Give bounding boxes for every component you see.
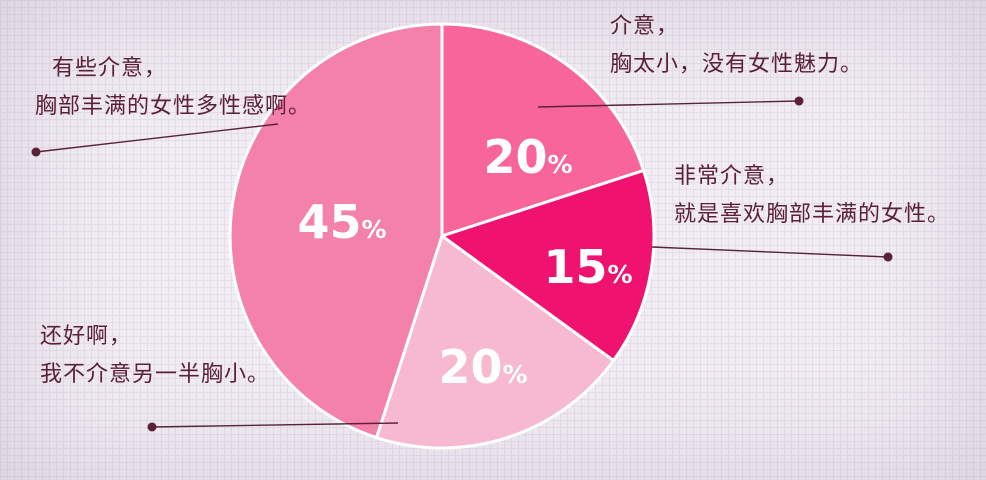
connector-dots-group bbox=[31, 96, 893, 432]
slice-unit: % bbox=[361, 215, 387, 244]
slice-unit: % bbox=[607, 260, 633, 289]
annotation-line: 非常介意， bbox=[674, 164, 790, 189]
annotation-dot bbox=[147, 422, 157, 432]
annotation-dot bbox=[883, 252, 893, 262]
annotation-line: 胸部丰满的女性多性感啊。 bbox=[35, 94, 312, 119]
slice-value-label-mind: 20% bbox=[483, 130, 572, 184]
slice-value: 20 bbox=[483, 130, 548, 184]
pie-slice bbox=[440, 169, 656, 363]
annotation-mind: 介意， 胸太小，没有女性魅力。 bbox=[610, 8, 863, 84]
annotation-line: 胸太小，没有女性魅力。 bbox=[610, 52, 864, 77]
annotation-very-mind: 非常介意， 就是喜欢胸部丰满的女性。 bbox=[674, 158, 950, 234]
annotation-dot bbox=[31, 147, 41, 157]
slice-unit: % bbox=[502, 360, 528, 389]
slice-value-label-some-mind: 45% bbox=[297, 195, 386, 249]
slice-value-label-its-ok: 20% bbox=[438, 340, 527, 394]
pie-slice bbox=[440, 22, 646, 238]
connector-line-some-mind bbox=[35, 123, 279, 153]
annotation-line: 有些介意， bbox=[52, 56, 168, 81]
slice-value: 20 bbox=[438, 340, 503, 394]
annotation-line: 介意， bbox=[610, 14, 680, 39]
slice-unit: % bbox=[547, 150, 573, 179]
annotation-line: 就是喜欢胸部丰满的女性。 bbox=[674, 202, 951, 227]
annotation-some-mind: 有些介意， 胸部丰满的女性多性感啊。 bbox=[35, 50, 311, 126]
pie-slice bbox=[228, 22, 444, 440]
pie-slices-group bbox=[228, 22, 656, 450]
annotation-its-ok: 还好啊， 我不介意另一半胸小。 bbox=[40, 318, 270, 394]
slice-value-label-very-mind: 15% bbox=[543, 240, 632, 294]
slice-value: 45 bbox=[297, 195, 362, 249]
annotation-line: 还好啊， bbox=[40, 324, 133, 349]
connector-line-mind bbox=[537, 100, 800, 108]
connector-line-its-ok bbox=[151, 422, 399, 428]
slice-value: 15 bbox=[543, 240, 608, 294]
connector-line-very-mind bbox=[651, 246, 889, 258]
pie-slice bbox=[375, 234, 615, 450]
connector-lines-group bbox=[35, 100, 889, 428]
annotation-line: 我不介意另一半胸小。 bbox=[40, 362, 271, 387]
annotation-dot bbox=[794, 96, 804, 106]
